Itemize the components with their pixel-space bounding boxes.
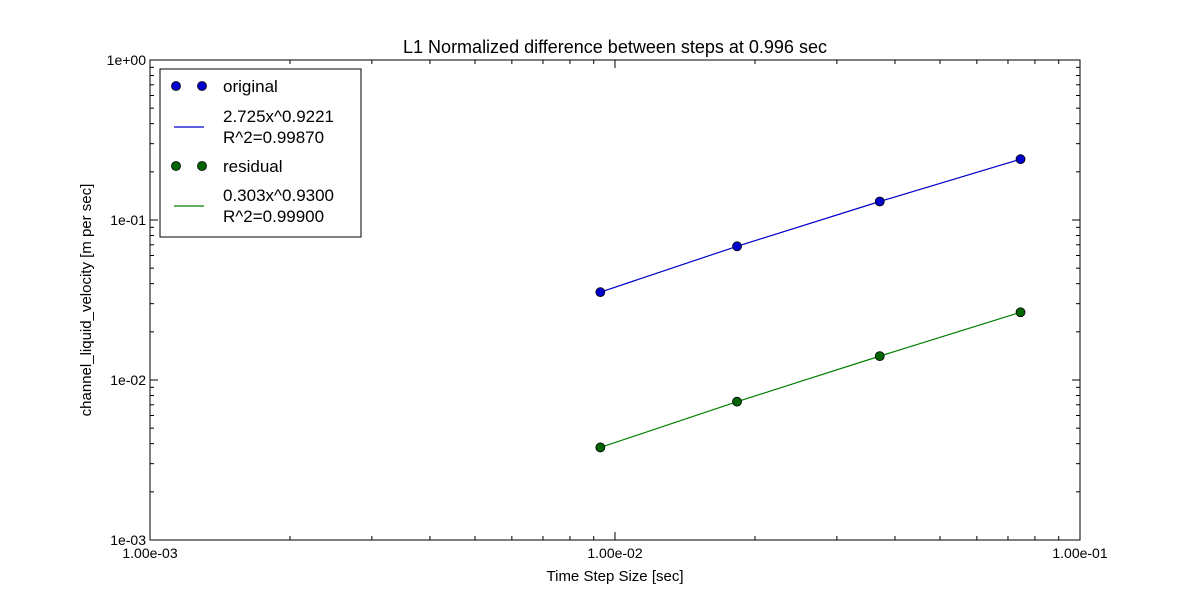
y-tick-labels: 1e+00 1e-01 1e-02 1e-03	[107, 52, 147, 548]
fit-line-1	[600, 311, 1021, 448]
data-point-residual	[595, 442, 606, 453]
legend-marker	[197, 81, 207, 91]
x-tick-label: 1.00e-01	[1052, 545, 1107, 561]
legend-label: 2.725x^0.9221	[223, 107, 334, 126]
legend-label: residual	[223, 157, 283, 176]
y-tick-label: 1e-03	[110, 532, 146, 548]
data-point-original	[732, 241, 742, 252]
legend-marker	[171, 161, 181, 171]
x-tick-labels: 1.00e-03 1.00e-02 1.00e-01	[122, 545, 1107, 561]
data-point-original	[874, 196, 885, 207]
data-point-original	[1015, 154, 1026, 165]
legend-label-line2: R^2=0.99870	[223, 128, 324, 147]
data-point-residual	[874, 351, 885, 362]
legend-label: 0.303x^0.9300	[223, 186, 334, 205]
axis-ticks	[149, 59, 1081, 541]
legend-box	[159, 68, 362, 238]
y-tick-label: 1e-01	[110, 212, 146, 228]
x-axis-label: Time Step Size [sec]	[547, 568, 684, 585]
fit-line-0	[600, 158, 1021, 293]
legend-marker	[171, 81, 181, 91]
data-point-original	[595, 287, 606, 298]
y-axis-label: channel_liquid_velocity [m per sec]	[78, 184, 95, 417]
y-tick-label: 1e+00	[107, 52, 147, 68]
legend-label-line2: R^2=0.99900	[223, 207, 324, 226]
data-point-residual	[1015, 307, 1026, 318]
x-tick-label: 1.00e-03	[122, 545, 177, 561]
chart-title: L1 Normalized difference between steps a…	[403, 37, 827, 57]
y-tick-label: 1e-02	[110, 372, 146, 388]
x-tick-label: 1.00e-02	[587, 545, 642, 561]
series-layer	[595, 154, 1026, 453]
legend: original 2.725x^0.9221 R^2=0.99870 residual…	[159, 68, 362, 238]
legend-label: original	[223, 77, 278, 96]
data-point-residual	[732, 396, 742, 407]
legend-marker	[197, 161, 207, 171]
